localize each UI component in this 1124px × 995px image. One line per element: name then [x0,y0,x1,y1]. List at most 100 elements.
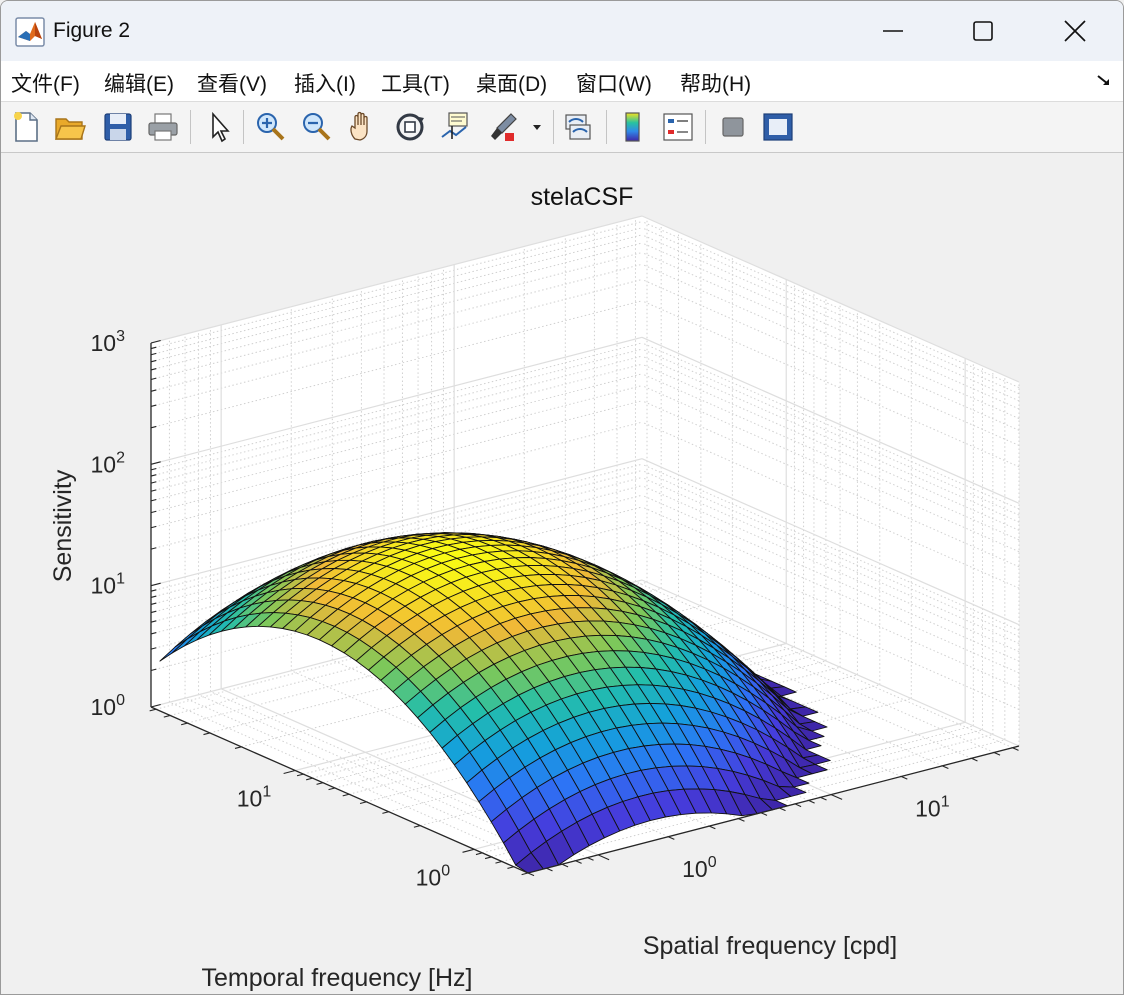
floor-minor-gridline [366,674,858,803]
floor-minor-gridline [209,605,701,734]
y-tick [382,811,389,814]
hide-plot-tools-icon[interactable] [716,109,750,145]
z-tick [150,481,157,484]
matlab-logo-icon [15,17,45,47]
new-figure-icon[interactable] [9,109,43,145]
back-minor-gridline [150,400,643,529]
brush-icon[interactable] [487,109,521,145]
y-tick [180,722,188,726]
x-tick [738,818,745,822]
side-minor-gridline [641,252,1020,419]
link-plot-icon[interactable] [561,109,595,145]
zoom-out-icon[interactable] [299,109,333,145]
y-axis-label: Temporal frequency [Hz] [202,964,473,992]
toolbar-separator [243,110,244,144]
y-tick [342,793,350,797]
back-minor-gridline [150,278,643,407]
back-minor-gridline [150,300,643,429]
zoom-in-icon[interactable] [253,109,287,145]
open-file-icon[interactable] [53,109,87,145]
window-title: Figure 2 [53,19,131,42]
toolbar-separator [705,110,706,144]
menu-edit[interactable]: 编辑(E) [104,73,174,96]
side-major-gridline [641,579,1020,747]
z-tick [150,647,157,650]
x-tick [597,854,610,861]
z-tick [150,589,157,592]
menu-tools[interactable]: 工具(T) [381,73,450,96]
x-tick-label: 101 [915,794,950,822]
floor-minor-gridline [388,684,880,813]
x-axis-line [527,745,1020,874]
z-tick [150,389,157,392]
menu-desktop[interactable]: 桌面(D) [476,73,548,96]
menu-bar: 文件(F) 编辑(E) 查看(V) 插入(I) 工具(T) 桌面(D) 窗口(W… [1,61,1123,102]
back-minor-gridline [150,221,643,350]
x-tick [575,860,582,864]
y-tick-label: 100 [416,862,451,890]
side-major-gridline [641,458,1020,626]
back-major-gridline [150,336,643,465]
y-tick-label: 101 [237,784,272,812]
side-minor-gridline [641,221,1020,389]
toolbar-separator [190,110,191,144]
y-tick [203,732,211,736]
side-minor-gridline [641,463,1020,631]
maximize-button[interactable] [937,1,1029,61]
menu-help[interactable]: 帮助(H) [680,73,752,96]
data-cursor-icon[interactable] [438,109,472,145]
z-tick [150,632,157,635]
z-tick [150,467,157,471]
z-tick [150,620,157,623]
y-tick [521,872,529,876]
surface-plot[interactable]: 100 101 100 101 100 101 102 103 stelaCSF Spatial … [1,153,1123,994]
side-minor-gridline [641,521,1020,689]
side-minor-gridline [641,373,1020,541]
y-tick [316,782,324,785]
x-tick [561,863,569,868]
z-tick [150,474,157,477]
back-minor-gridline [150,485,643,614]
z-tick [150,368,157,371]
save-icon[interactable] [101,109,135,145]
z-tick-label: 101 [91,571,126,599]
pan-hand-icon[interactable] [346,109,380,145]
dock-arrow-icon[interactable] [1095,72,1113,90]
side-minor-gridline [641,242,1020,410]
menu-insert[interactable]: 插入(I) [294,73,356,96]
y-tick [475,852,483,856]
floor-minor-gridline [322,655,815,784]
z-tick [150,346,157,350]
x-tick [668,836,675,840]
figure-canvas[interactable]: 100 101 100 101 100 101 102 103 stelaCSF Spatial … [1,153,1123,994]
print-icon[interactable] [146,109,180,145]
side-minor-gridline [641,348,1020,516]
colorbar-icon[interactable] [616,109,650,145]
floor-minor-gridline [187,595,679,724]
menu-file[interactable]: 文件(F) [11,73,80,96]
show-plot-tools-icon[interactable] [761,109,795,145]
rotate-3d-icon[interactable] [393,109,427,145]
pointer-icon[interactable] [203,109,237,145]
menu-view[interactable]: 查看(V) [197,73,267,96]
z-tick-label: 103 [91,328,126,356]
minimize-button[interactable] [847,1,939,61]
z-tick [150,547,157,550]
side-minor-gridline [641,469,1020,637]
x-tick [760,812,768,816]
legend-icon[interactable] [661,109,695,145]
chevron-down-icon[interactable] [529,109,545,145]
y-tick [462,848,475,853]
floor-minor-gridline [303,646,795,775]
close-button[interactable] [1029,1,1121,61]
z-tick [150,498,157,502]
back-major-gridline [150,458,643,587]
x-tick [942,765,949,769]
floor-minor-gridline [616,586,995,753]
floor-minor-gridline [334,660,827,789]
side-minor-gridline [641,263,1020,431]
back-minor-gridline [150,234,643,363]
side-wall-pane [642,216,1019,746]
back-minor-gridline [150,494,643,623]
menu-window[interactable]: 窗口(W) [576,73,652,96]
